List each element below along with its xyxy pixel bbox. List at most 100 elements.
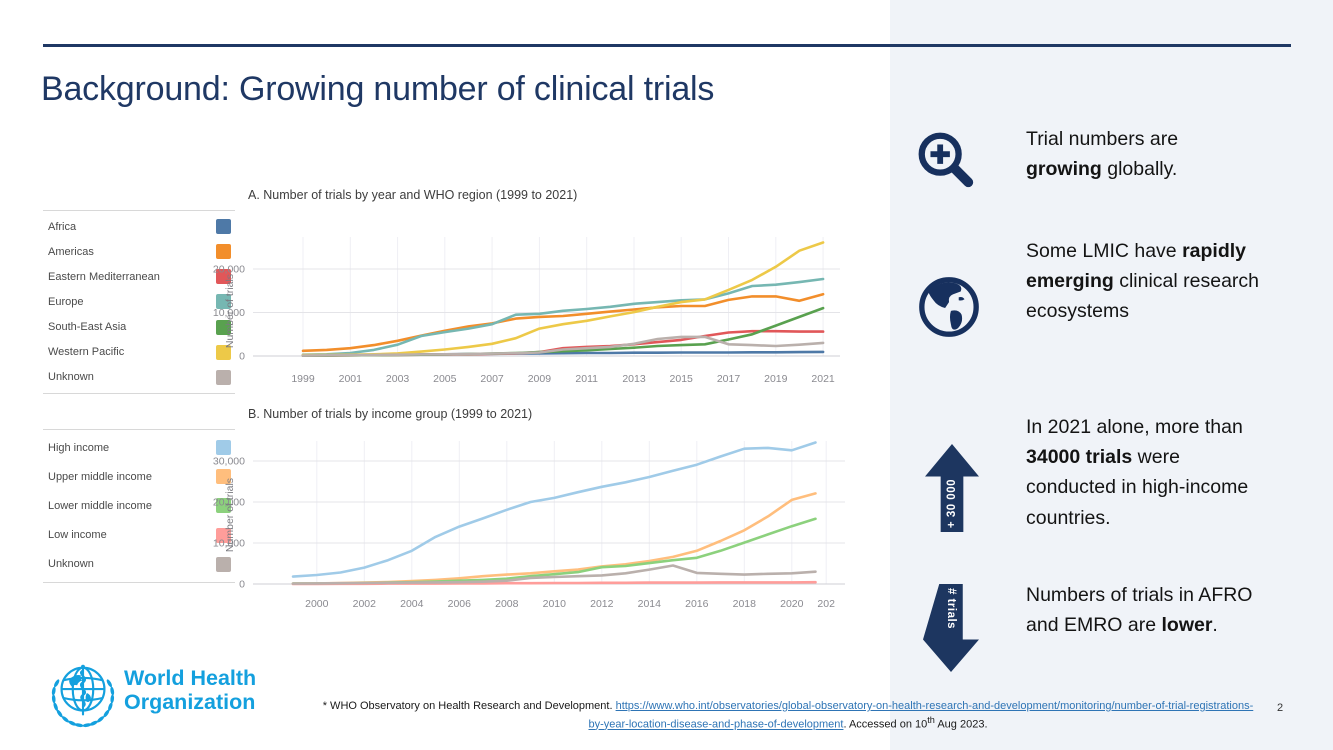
legend-item: High income <box>43 440 235 456</box>
legend-label: Europe <box>48 295 84 308</box>
x-tick-label: 2017 <box>717 373 741 385</box>
legend-swatch <box>216 344 231 360</box>
text-post: were conducted in high-income countries. <box>1026 446 1249 529</box>
chart-a-title: A. Number of trials by year and WHO regi… <box>248 188 578 202</box>
legend-swatch <box>216 244 231 260</box>
text-bold: lower <box>1161 614 1213 637</box>
page-number: 2 <box>1277 702 1284 714</box>
series-line-europe <box>301 277 825 357</box>
x-tick-label: 2020 <box>780 598 804 610</box>
legend-label: Eastern Mediterranean <box>48 270 160 283</box>
text-pre: Numbers of trials in AFRO and EMRO are <box>1026 584 1253 637</box>
footnote-mid: . Accessed on 10 <box>843 718 928 731</box>
text-pre: Trial numbers are <box>1026 128 1179 150</box>
legend-label: Upper middle income <box>48 470 152 483</box>
legend-swatch <box>216 219 231 235</box>
x-tick-label: 2014 <box>638 598 662 610</box>
legend-item: Americas <box>43 244 235 260</box>
footnote-prefix: * WHO Observatory on Health Research and… <box>322 700 616 712</box>
legend-swatch <box>216 498 231 514</box>
legend-item: Unknown <box>43 369 235 385</box>
y-tick-label: 30,000 <box>213 456 245 468</box>
legend-swatch <box>216 469 231 485</box>
legend-label: Western Pacific <box>48 346 125 359</box>
x-tick-label: 1999 <box>291 373 315 385</box>
text-pre: In 2021 alone, more than <box>1026 416 1243 438</box>
y-axis-label: Number of trials <box>224 478 236 552</box>
x-tick-label: 2019 <box>764 373 788 385</box>
legend-label: Low income <box>48 529 107 542</box>
y-tick-label: 0 <box>239 351 245 363</box>
sidebar-panel <box>890 0 1333 750</box>
legend-label: Africa <box>48 220 77 233</box>
text-post: globally. <box>1101 158 1178 181</box>
legend-swatch <box>216 440 231 456</box>
who-logo-line1: World Health <box>124 666 257 690</box>
series-line-americas <box>301 292 825 353</box>
text-pre: Some LMIC have <box>1026 240 1183 262</box>
who-logo-text: World Health Organization <box>124 666 256 714</box>
series-line-western-pacific <box>301 241 825 357</box>
series-line-high-income <box>291 441 817 578</box>
title-rule <box>43 44 1291 47</box>
legend-swatch <box>216 527 231 543</box>
legend-item: Upper middle income <box>43 469 235 485</box>
legend-label: South-East Asia <box>48 321 127 334</box>
legend-swatch <box>216 294 231 310</box>
text-bold: growing <box>1026 158 1102 181</box>
footnote-end: Aug 2023. <box>934 718 988 731</box>
who-logo-line2: Organization <box>124 690 256 714</box>
x-tick-label: 202 <box>817 598 835 610</box>
legend-label: Americas <box>48 245 94 258</box>
text-post: clinical research ecosystems <box>1026 270 1260 323</box>
footnote-link[interactable]: https://www.who.int/observatories/global… <box>588 700 1254 731</box>
legend-item: South-East Asia <box>43 319 235 335</box>
legend-item: Europe <box>43 294 235 310</box>
globe-americas-icon <box>916 274 982 345</box>
x-tick-label: 2015 <box>670 373 694 385</box>
sidebar-text-34000: In 2021 alone, more than 34000 trials we… <box>1026 412 1264 533</box>
page-title: Background: Growing number of clinical t… <box>41 70 715 108</box>
x-tick-label: 2007 <box>480 373 504 385</box>
legend-swatch <box>216 556 231 572</box>
x-tick-label: 2000 <box>305 598 329 610</box>
y-tick-label: 0 <box>239 579 245 591</box>
legend-item: Lower middle income <box>43 498 235 514</box>
x-tick-label: 2003 <box>386 373 410 385</box>
x-tick-label: 2002 <box>353 598 377 610</box>
legend-item: Western Pacific <box>43 344 235 360</box>
text-post: . <box>1212 614 1218 637</box>
legend-who-region: Africa Americas Eastern Mediterranean Europ… <box>43 210 235 394</box>
series-line-unknown <box>301 335 825 357</box>
legend-item: Low income <box>43 527 235 543</box>
x-tick-label: 2012 <box>590 598 614 610</box>
footnote: * WHO Observatory on Health Research and… <box>318 699 1258 732</box>
legend-item: Africa <box>43 219 235 235</box>
down-arrow-label: # trials <box>945 588 957 630</box>
up-arrow-label: + 30 000 <box>946 478 958 528</box>
x-tick-label: 2011 <box>575 373 598 385</box>
series-line-unknown <box>291 564 817 585</box>
x-tick-label: 2009 <box>528 373 552 385</box>
y-tick-label: 20,000 <box>213 264 245 276</box>
legend-income-group: High income Upper middle income Lower midd… <box>43 429 235 583</box>
text-bold: 34000 trials <box>1026 446 1133 469</box>
chart-b: 2000 2002 2004 2006 2008 2010 2012 2014 2016 2018… <box>213 441 845 610</box>
x-tick-label: 2004 <box>400 598 424 610</box>
x-tick-label: 2021 <box>811 373 835 385</box>
legend-label: High income <box>48 441 110 454</box>
magnifier-plus-icon <box>913 127 979 198</box>
x-tick-label: 2001 <box>339 373 363 385</box>
legend-label: Lower middle income <box>48 499 152 512</box>
chart-a: 1999 2001 2003 2005 2007 2009 2011 2013 2015 2017… <box>213 237 840 385</box>
sidebar-text-afro-emro: Numbers of trials in AFRO and EMRO are l… <box>1026 580 1288 640</box>
legend-label: Unknown <box>48 558 94 571</box>
x-tick-label: 2006 <box>448 598 472 610</box>
x-tick-label: 2016 <box>685 598 709 610</box>
y-axis-label: Number of trials <box>224 274 236 348</box>
sidebar-text-lmic: Some LMIC have rapidly emerging clinical… <box>1026 236 1294 327</box>
who-emblem <box>44 654 122 737</box>
footnote-sup: th <box>927 714 935 725</box>
y-tick-label: 10,000 <box>213 307 245 319</box>
legend-swatch <box>216 269 231 285</box>
